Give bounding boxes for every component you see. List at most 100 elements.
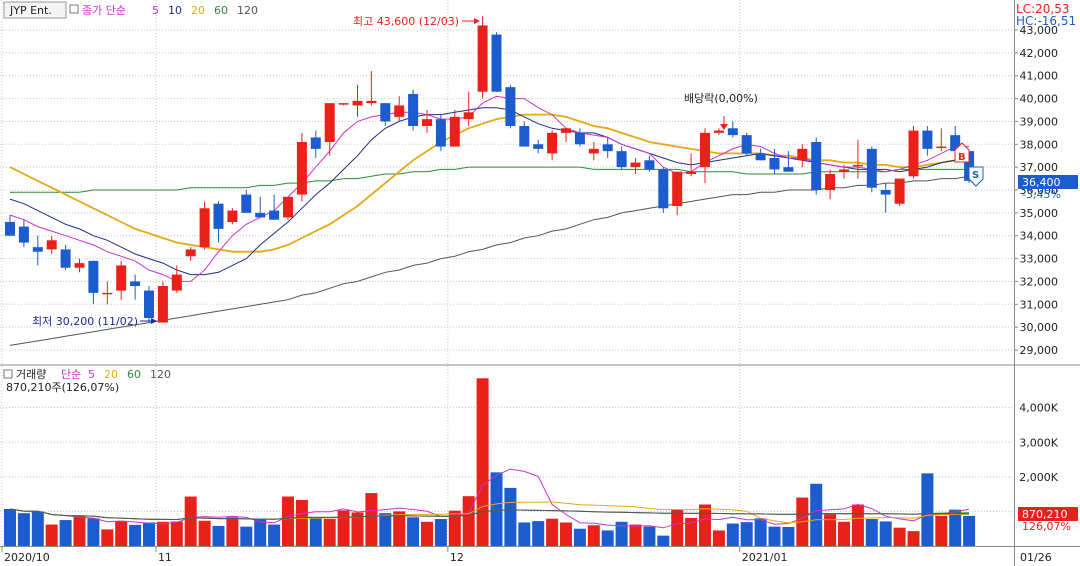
candle-body[interactable]: [783, 167, 794, 172]
candle-body[interactable]: [741, 135, 752, 154]
volume-bar[interactable]: [685, 517, 698, 546]
volume-bar[interactable]: [421, 521, 433, 546]
buy-signal-marker[interactable]: [954, 142, 970, 163]
volume-bar[interactable]: [115, 521, 128, 546]
candle-body[interactable]: [839, 169, 849, 172]
candle-body[interactable]: [505, 87, 516, 126]
candle-body[interactable]: [825, 174, 836, 190]
candle-body[interactable]: [116, 265, 127, 291]
volume-bar[interactable]: [254, 519, 267, 546]
volume-bar[interactable]: [212, 525, 225, 546]
volume-bar[interactable]: [879, 521, 892, 546]
candle-body[interactable]: [5, 222, 15, 236]
candle-body[interactable]: [561, 128, 571, 133]
candle-body[interactable]: [283, 196, 293, 218]
volume-bar[interactable]: [156, 521, 169, 546]
volume-bar[interactable]: [615, 521, 628, 546]
volume-bar[interactable]: [587, 525, 600, 546]
candle-body[interactable]: [894, 178, 905, 204]
candle-body[interactable]: [755, 153, 766, 161]
volume-bar[interactable]: [865, 519, 878, 546]
candle-body[interactable]: [616, 151, 627, 168]
legend-checkbox[interactable]: [69, 4, 79, 14]
candle-body[interactable]: [338, 103, 349, 105]
volume-bar[interactable]: [87, 518, 100, 546]
volume-bar[interactable]: [699, 504, 711, 547]
volume-bar[interactable]: [226, 517, 239, 546]
candle-layer[interactable]: [5, 16, 975, 323]
candle-body[interactable]: [950, 135, 961, 152]
candle-body[interactable]: [700, 132, 710, 168]
volume-bar[interactable]: [504, 487, 517, 546]
volume-bar[interactable]: [434, 519, 447, 546]
volume-bar[interactable]: [407, 517, 420, 546]
volume-bar[interactable]: [560, 522, 572, 546]
candle-body[interactable]: [866, 148, 877, 188]
candle-body[interactable]: [602, 144, 613, 152]
volume-bar[interactable]: [712, 530, 725, 546]
volume-bar[interactable]: [268, 524, 281, 546]
candle-body[interactable]: [880, 190, 891, 195]
candle-body[interactable]: [686, 171, 697, 174]
candle-body[interactable]: [588, 148, 599, 154]
volume-bar[interactable]: [45, 524, 58, 546]
candle-body[interactable]: [185, 249, 196, 257]
volume-bar[interactable]: [337, 510, 350, 546]
candle-body[interactable]: [533, 144, 544, 149]
candle-body[interactable]: [574, 132, 585, 145]
candle-body[interactable]: [644, 160, 655, 170]
volume-bar[interactable]: [754, 518, 767, 546]
volume-legend-checkbox[interactable]: [3, 369, 13, 379]
volume-bar[interactable]: [490, 472, 503, 546]
volume-bar[interactable]: [101, 529, 114, 546]
stock-select-button[interactable]: [3, 1, 67, 19]
candle-body[interactable]: [463, 112, 474, 120]
volume-bar[interactable]: [129, 524, 142, 546]
volume-bar[interactable]: [295, 500, 308, 546]
volume-bar[interactable]: [323, 519, 336, 546]
candle-body[interactable]: [74, 263, 85, 268]
volume-bar[interactable]: [935, 515, 948, 546]
volume-bar[interactable]: [476, 378, 489, 546]
candle-body[interactable]: [658, 169, 669, 209]
candle-body[interactable]: [32, 247, 43, 252]
volume-bar[interactable]: [573, 528, 586, 546]
volume-bar[interactable]: [949, 509, 962, 546]
candle-body[interactable]: [936, 146, 947, 149]
volume-bar[interactable]: [170, 521, 183, 546]
candle-body[interactable]: [60, 249, 71, 268]
volume-bar[interactable]: [921, 473, 934, 546]
volume-bar[interactable]: [240, 526, 253, 546]
candle-body[interactable]: [171, 274, 182, 291]
volume-bar[interactable]: [31, 511, 44, 546]
candle-body[interactable]: [227, 210, 238, 222]
candle-body[interactable]: [435, 119, 446, 147]
candle-body[interactable]: [852, 164, 863, 167]
volume-bar[interactable]: [462, 496, 475, 546]
volume-bar[interactable]: [726, 523, 739, 546]
candle-body[interactable]: [769, 158, 780, 170]
candle-body[interactable]: [477, 25, 488, 92]
volume-bar[interactable]: [824, 514, 837, 546]
candle-body[interactable]: [88, 260, 99, 293]
volume-bar[interactable]: [893, 527, 906, 546]
candle-body[interactable]: [630, 162, 641, 168]
volume-bar[interactable]: [184, 496, 197, 546]
candle-body[interactable]: [269, 210, 280, 220]
candle-body[interactable]: [394, 105, 405, 117]
candle-body[interactable]: [519, 126, 530, 147]
volume-bar[interactable]: [671, 509, 684, 546]
volume-bar[interactable]: [768, 526, 781, 546]
candle-body[interactable]: [199, 208, 210, 248]
volume-bar[interactable]: [810, 483, 823, 546]
candle-body[interactable]: [366, 100, 377, 104]
candle-body[interactable]: [102, 292, 113, 295]
volume-bar[interactable]: [351, 512, 364, 546]
candle-body[interactable]: [449, 116, 460, 147]
candle-body[interactable]: [310, 137, 321, 149]
candle-body[interactable]: [46, 240, 57, 250]
candle-body[interactable]: [157, 286, 168, 323]
candle-body[interactable]: [797, 148, 808, 161]
volume-bar[interactable]: [198, 520, 211, 546]
